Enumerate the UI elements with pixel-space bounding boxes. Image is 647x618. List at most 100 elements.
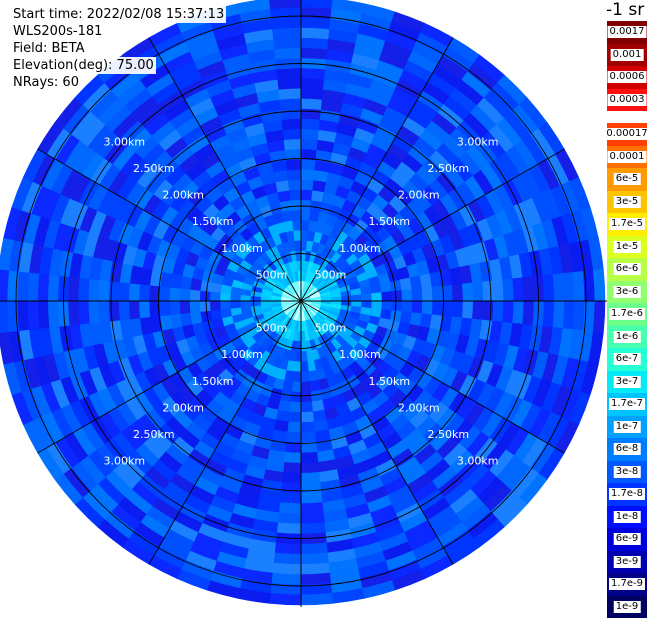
range-label: 1.00km [339,348,381,361]
beta-cell [301,573,331,585]
beta-cell [27,301,39,330]
beta-cell [282,472,301,483]
beta-cell [301,472,320,483]
beta-cell [301,402,313,413]
beta-cell [281,108,301,119]
beta-cell [269,593,301,605]
scan-info: Start time: 2022/02/08 15:37:13 WLS200s-… [11,6,226,91]
field-label: Field: BETA [11,40,86,57]
beta-cell [301,17,331,29]
beta-cell [301,382,311,393]
beta-cell [392,301,403,312]
beta-cell [301,492,322,503]
beta-cell [523,301,534,325]
beta-cell [0,301,9,333]
colorbar-swatch: 3e-9 [607,551,647,574]
colorbar-swatch: 6e-7 [607,348,647,371]
beta-cell [210,309,221,319]
beta-cell [139,301,150,318]
colorbar-label: 1e-6 [614,331,641,343]
beta-cell [523,277,534,301]
colorbar-swatch: 1.7e-9 [607,573,647,596]
beta-cell [293,372,301,383]
colorbar-label: 3e-7 [614,376,641,388]
beta-cell [17,271,29,301]
beta-cell [382,291,393,301]
beta-cell [301,98,322,109]
beta-cell [372,293,383,301]
colorbar-label: 6e-6 [614,263,641,275]
colorbar-label: 0.0017 [608,26,647,38]
colorbar-swatch: 1.7e-7 [607,393,647,416]
beta-cell [179,301,190,314]
beta-cell [220,293,231,301]
colorbar-label: 1.7e-8 [609,488,645,500]
beta-cell [272,27,301,39]
beta-cell [119,301,130,320]
colorbar-swatch: 6e-8 [607,438,647,461]
beta-cell [412,288,423,301]
beta-cell [400,278,412,291]
beta-cell [301,159,316,170]
colorbar-label: 1e-5 [614,241,641,253]
beta-cell [402,289,413,301]
beta-cell [543,301,554,327]
colorbar-label: 1.7e-5 [609,218,645,230]
beta-cell [301,139,318,150]
beta-cell [412,301,423,314]
beta-cell [279,88,301,99]
beta-cell [275,48,301,59]
beta-cell [291,210,301,221]
beta-cell [372,301,383,309]
beta-cell [301,108,321,119]
beta-cell [301,452,318,463]
beta-cell [108,301,119,321]
beta-cell [190,301,201,313]
beta-cell [200,311,212,323]
beta-cell [593,301,605,333]
beta-cell [312,400,325,412]
beta-cell [287,422,301,433]
beta-cell [190,312,202,325]
beta-cell [250,301,260,306]
colorbar-unit: -1 sr [606,0,644,20]
beta-cell [129,283,140,301]
beta-cell [159,286,170,301]
beta-cell [392,290,403,301]
elevation-label: Elevation(deg): 75.00 [11,57,156,74]
beta-cell [301,361,308,371]
beta-cell [452,284,463,301]
beta-cell [553,273,565,301]
beta-cell [27,272,39,301]
beta-cell [273,553,301,565]
beta-cell [272,563,301,575]
beta-cell [108,281,119,301]
colorbar-swatch: 1.7e-5 [607,213,647,236]
beta-cell [301,372,309,383]
beta-cell [230,301,240,308]
colorbar-label: 6e-9 [614,533,641,545]
beta-cell [301,331,305,341]
beta-cell [289,190,301,201]
beta-cell [301,88,323,99]
range-label: 3.00km [104,135,146,148]
beta-cell [260,301,270,305]
colorbar-label: 3e-8 [614,466,641,478]
beta-cell [301,68,325,79]
range-label: 2.50km [427,162,469,175]
beta-cell [301,422,315,433]
colorbar-swatch: 1e-7 [607,416,647,439]
beta-cell [341,296,351,301]
colorbar-label: 0.001 [611,49,644,61]
beta-cell [472,282,483,301]
colorbar-swatch: 1e-8 [607,506,647,529]
beta-cell [288,412,301,423]
colorbar-label: 6e-5 [614,173,641,185]
beta-cell [291,382,301,393]
beta-cell [287,169,301,180]
beta-cell [573,271,585,301]
beta-cell [301,38,329,50]
beta-cell [351,295,361,301]
start-time: Start time: 2022/02/08 15:37:13 [11,6,226,23]
